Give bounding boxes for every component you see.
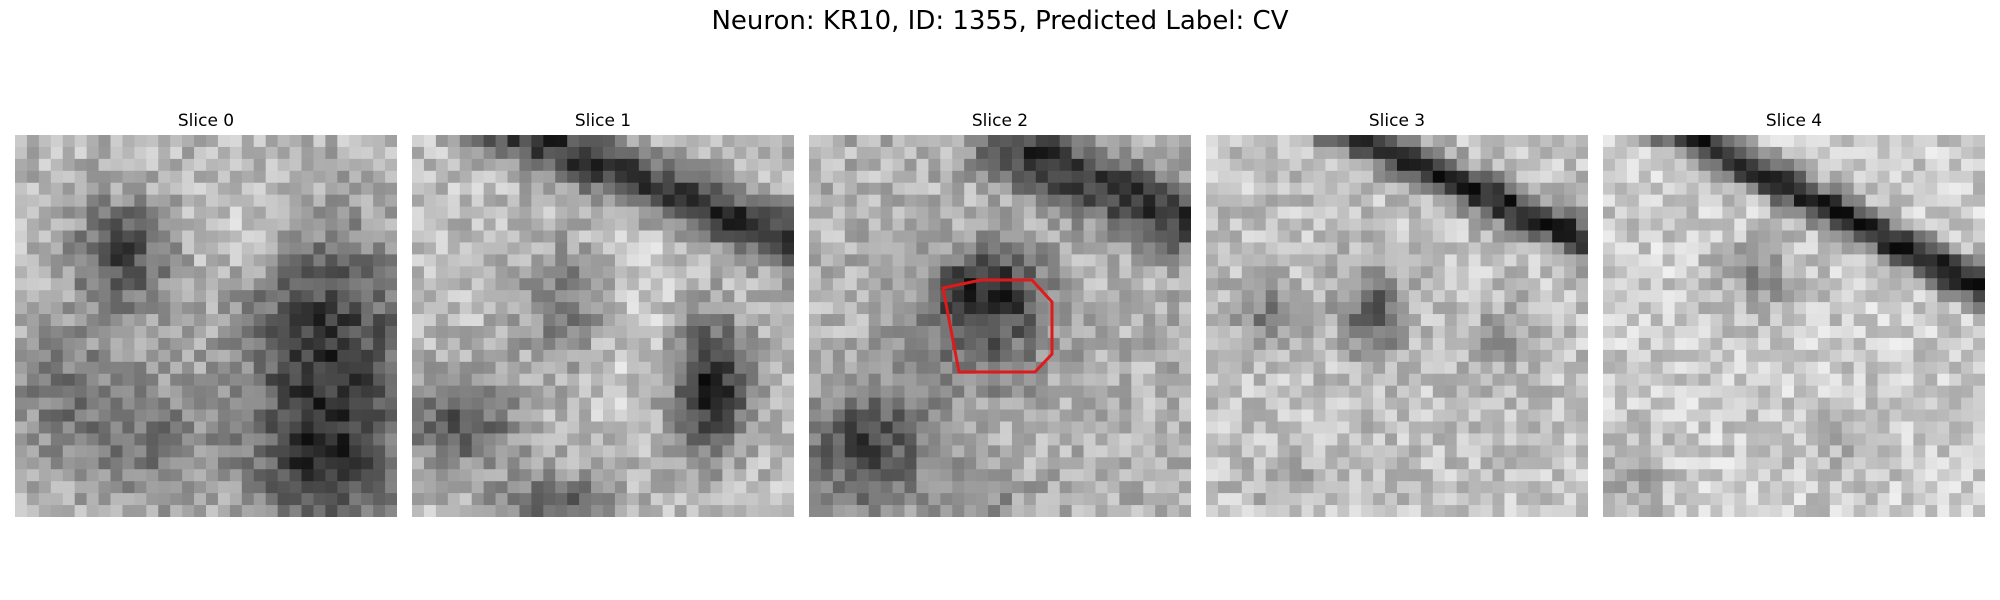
slice-image <box>809 135 1191 517</box>
slice-panel-4: Slice 4 <box>1603 108 1985 517</box>
slice-image <box>1206 135 1588 517</box>
slice-panel-2: Slice 2 <box>809 108 1191 517</box>
figure-title: Neuron: KR10, ID: 1355, Predicted Label:… <box>711 6 1289 36</box>
slice-title: Slice 2 <box>971 111 1029 131</box>
slice-title: Slice 0 <box>177 111 235 131</box>
slice-panel-3: Slice 3 <box>1206 108 1588 517</box>
slice-image <box>412 135 794 517</box>
slice-image <box>1603 135 1985 517</box>
slice-title: Slice 1 <box>574 111 632 131</box>
slice-title: Slice 3 <box>1368 111 1426 131</box>
slice-title: Slice 4 <box>1765 111 1823 131</box>
slice-panel-1: Slice 1 <box>412 108 794 517</box>
roi-outline <box>941 278 1054 374</box>
slice-image <box>15 135 397 517</box>
slice-panel-0: Slice 0 <box>15 108 397 517</box>
